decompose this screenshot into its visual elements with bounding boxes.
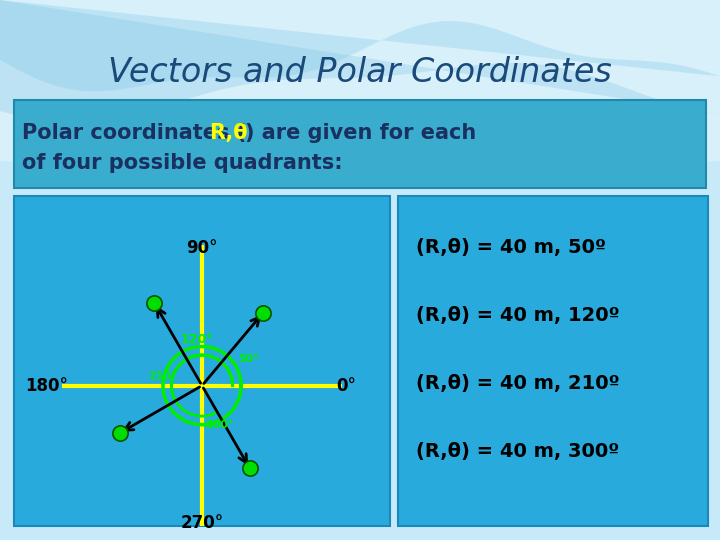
Text: R,θ: R,θ — [209, 123, 248, 143]
Text: 120°: 120° — [181, 333, 213, 346]
Text: 300°: 300° — [205, 420, 233, 430]
Text: Polar coordinates (: Polar coordinates ( — [22, 123, 246, 143]
Text: ) are given for each: ) are given for each — [245, 123, 476, 143]
Text: 50°: 50° — [238, 354, 258, 364]
Text: (R,θ) = 40 m, 300º: (R,θ) = 40 m, 300º — [416, 442, 619, 462]
Bar — [398, 196, 708, 526]
Text: of four possible quadrants:: of four possible quadrants: — [22, 153, 343, 173]
Text: Vectors and Polar Coordinates: Vectors and Polar Coordinates — [108, 56, 612, 89]
Bar — [14, 196, 390, 526]
Text: 270°: 270° — [181, 514, 224, 532]
Text: 180°: 180° — [24, 376, 68, 395]
Text: (R,θ) = 40 m, 210º: (R,θ) = 40 m, 210º — [416, 375, 620, 394]
PathPatch shape — [0, 0, 720, 91]
Text: 0°: 0° — [336, 376, 356, 395]
Bar — [0, 0, 720, 160]
Text: (R,θ) = 40 m, 120º: (R,θ) = 40 m, 120º — [416, 307, 620, 326]
PathPatch shape — [0, 0, 720, 123]
Text: 210°: 210° — [148, 371, 177, 381]
Bar — [14, 100, 706, 188]
Text: 90°: 90° — [186, 239, 217, 258]
Text: (R,θ) = 40 m, 50º: (R,θ) = 40 m, 50º — [416, 239, 606, 258]
